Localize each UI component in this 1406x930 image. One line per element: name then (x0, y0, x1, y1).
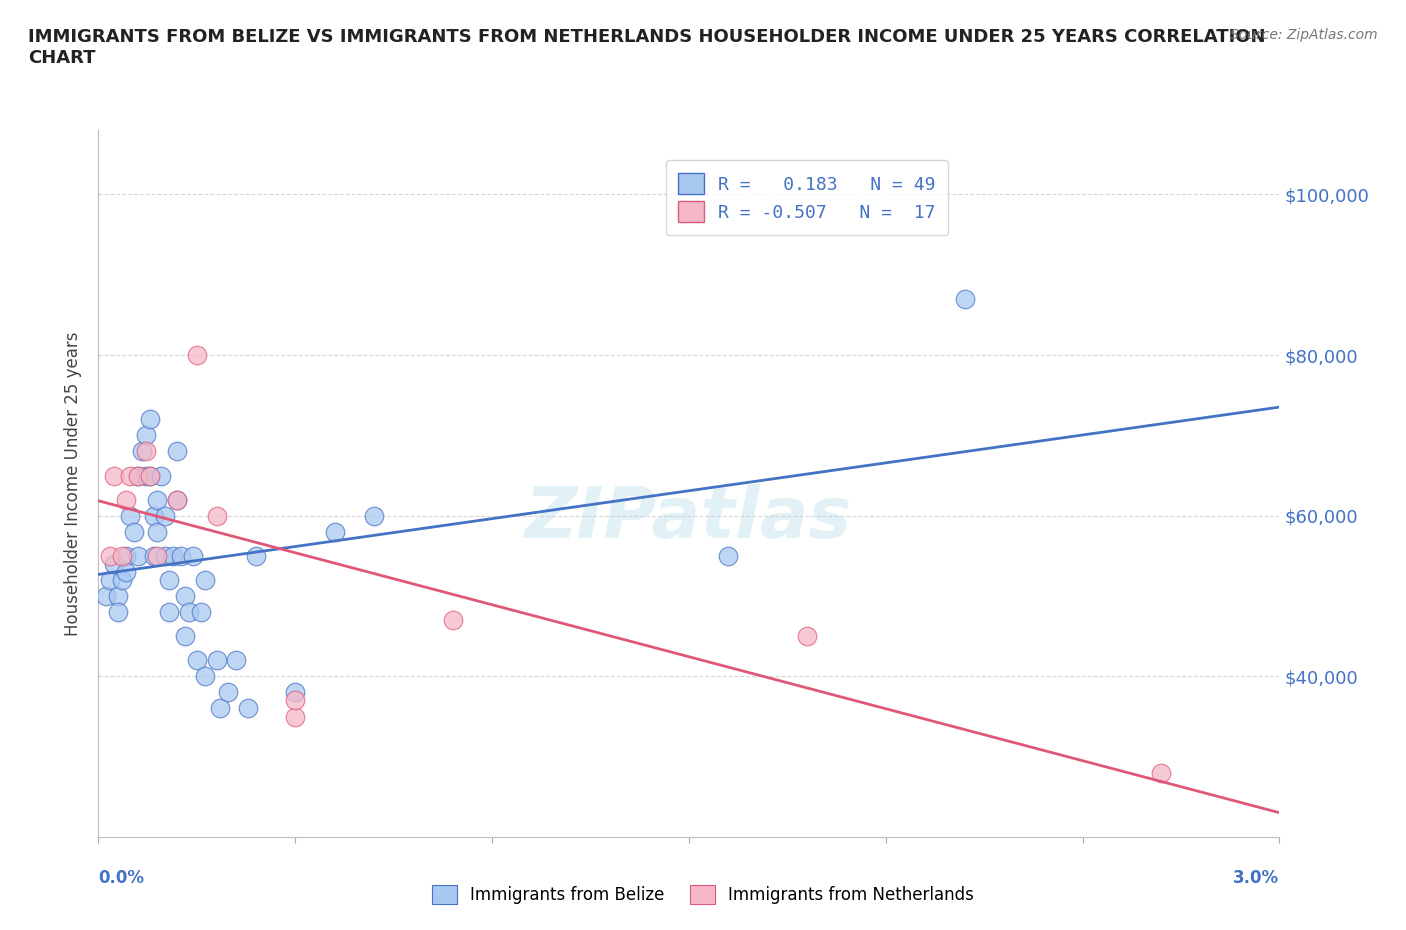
Point (103, 468, 125, 483)
Y-axis label: Householder Income Under 25 years: Householder Income Under 25 years (65, 331, 83, 636)
Point (111, 549, 134, 564)
Text: 0.0%: 0.0% (98, 869, 145, 887)
Text: ZIPatlas: ZIPatlas (526, 485, 852, 553)
Point (115, 492, 138, 507)
Point (194, 573, 217, 588)
Point (205, 653, 228, 668)
Point (284, 709, 307, 724)
Point (205, 509, 228, 524)
Point (146, 549, 169, 564)
Point (131, 444, 153, 458)
Point (157, 573, 180, 588)
Point (284, 685, 307, 700)
Point (118, 509, 141, 524)
Point (186, 653, 208, 668)
Point (98, 573, 121, 588)
Point (323, 525, 346, 539)
Point (146, 525, 169, 539)
Point (363, 509, 385, 524)
Point (115, 549, 138, 564)
Point (217, 685, 239, 700)
Text: IMMIGRANTS FROM BELIZE VS IMMIGRANTS FROM NETHERLANDS HOUSEHOLDER INCOME UNDER 2: IMMIGRANTS FROM BELIZE VS IMMIGRANTS FRO… (28, 28, 1265, 67)
Point (209, 701, 232, 716)
Point (127, 468, 149, 483)
Point (174, 589, 197, 604)
Point (115, 565, 138, 579)
Point (157, 604, 180, 619)
Point (127, 549, 149, 564)
Point (107, 604, 129, 619)
Point (146, 492, 169, 507)
Legend: R =   0.183   N = 49, R = -0.507   N =  17: R = 0.183 N = 49, R = -0.507 N = 17 (666, 161, 948, 234)
Point (122, 525, 145, 539)
Point (953, 291, 976, 306)
Point (111, 573, 134, 588)
Point (118, 468, 141, 483)
Point (186, 348, 208, 363)
Text: Source: ZipAtlas.com: Source: ZipAtlas.com (1230, 28, 1378, 42)
Point (170, 549, 193, 564)
Point (284, 693, 307, 708)
Point (107, 589, 129, 604)
Point (142, 549, 165, 564)
Point (103, 556, 125, 571)
Point (135, 428, 157, 443)
Point (1150, 765, 1173, 780)
Point (796, 629, 818, 644)
Point (181, 549, 204, 564)
Point (236, 701, 259, 716)
Point (245, 549, 267, 564)
Point (194, 669, 217, 684)
Point (174, 629, 197, 644)
Point (138, 468, 160, 483)
Point (98, 549, 121, 564)
Point (138, 412, 160, 427)
Legend: Immigrants from Belize, Immigrants from Netherlands: Immigrants from Belize, Immigrants from … (423, 877, 983, 912)
Point (717, 549, 740, 564)
Point (166, 492, 188, 507)
Point (177, 604, 200, 619)
Point (150, 468, 173, 483)
Point (135, 468, 157, 483)
Point (166, 444, 188, 458)
Point (96, 589, 118, 604)
Point (135, 444, 157, 458)
Point (155, 549, 177, 564)
Point (441, 613, 464, 628)
Point (162, 549, 184, 564)
Point (225, 653, 247, 668)
Point (142, 509, 165, 524)
Point (127, 468, 149, 483)
Point (166, 492, 188, 507)
Text: 3.0%: 3.0% (1233, 869, 1279, 887)
Point (138, 468, 160, 483)
Point (190, 604, 212, 619)
Point (155, 509, 177, 524)
